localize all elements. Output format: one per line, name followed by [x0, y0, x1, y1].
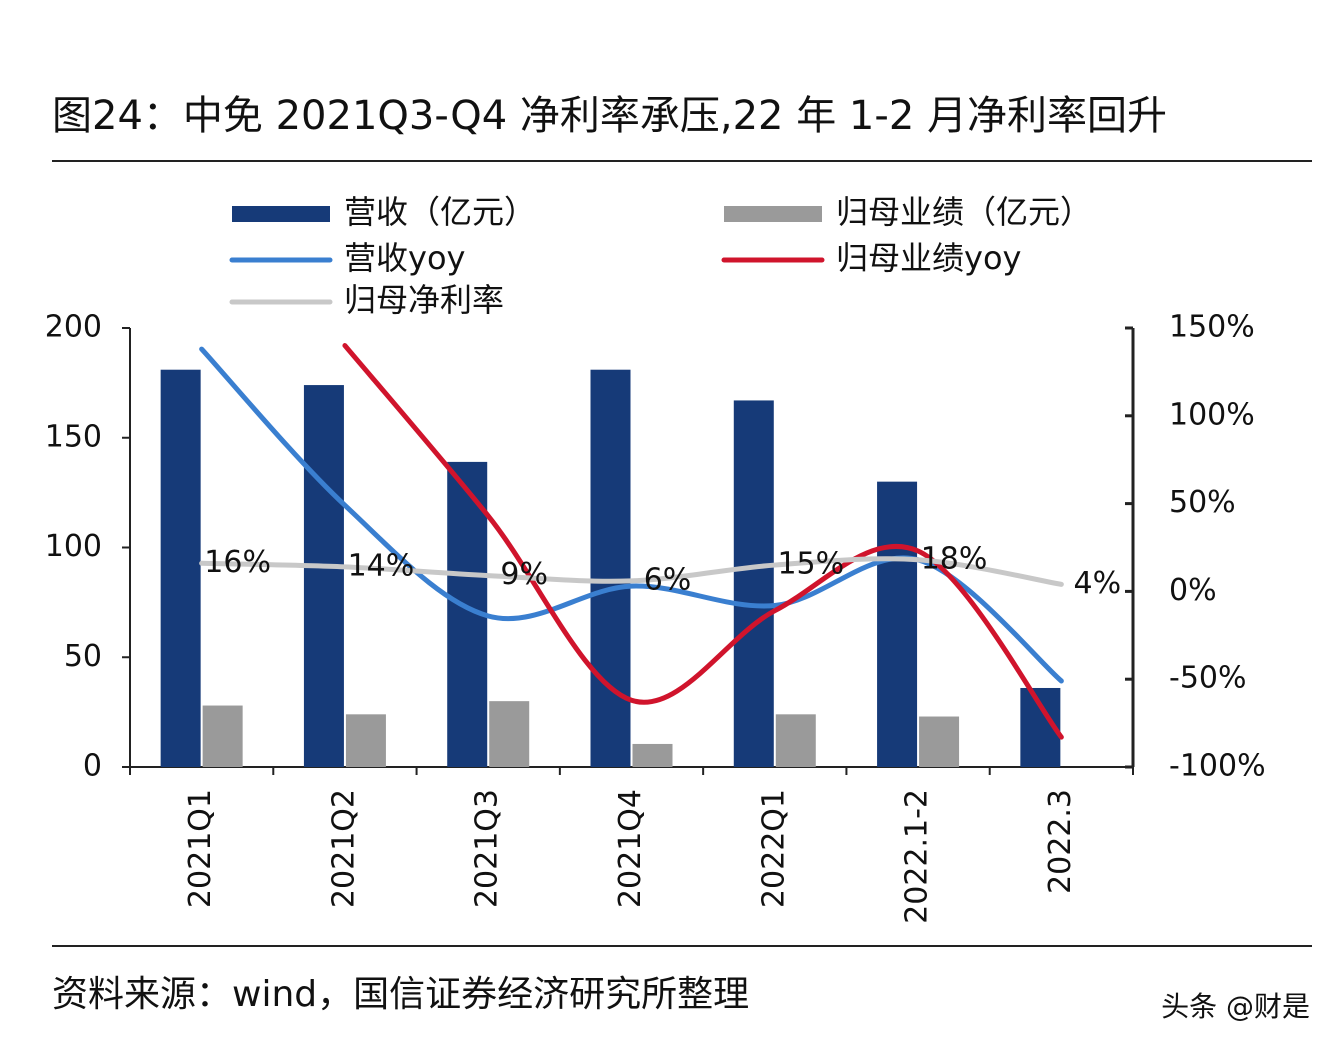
data-label: 18%	[921, 541, 988, 576]
x-tick-label: 2022.3	[1043, 789, 1078, 894]
data-label: 16%	[204, 545, 271, 580]
x-tick-label: 2021Q3	[470, 789, 505, 908]
source: 资料来源：wind，国信证券经济研究所整理	[52, 974, 749, 1015]
line	[342, 343, 1064, 740]
x-tick-label: 2021Q1	[183, 789, 218, 908]
y-tick-label: 0	[83, 749, 102, 784]
chart-title: 图24：中免 2021Q3-Q4 净利率承压,22 年 1-2 月净利率回升	[52, 93, 1167, 139]
legend-label: 归母业绩（亿元）	[836, 193, 1092, 231]
bar	[632, 743, 673, 767]
y2-tick-label: 0%	[1169, 573, 1217, 608]
y-tick-label: 50	[64, 639, 102, 674]
data-label: 14%	[348, 548, 415, 583]
bar	[303, 385, 344, 767]
bar	[919, 716, 960, 767]
y2-tick-label: -100%	[1169, 749, 1266, 784]
x-tick-label: 2021Q2	[326, 789, 361, 908]
bar	[202, 705, 243, 767]
y2-tick-label: -50%	[1169, 661, 1247, 696]
y2-tick-label: 150%	[1169, 310, 1255, 345]
legend-swatch	[232, 206, 330, 222]
bar	[345, 714, 386, 767]
y-tick-label: 150	[45, 419, 102, 454]
x-tick-label: 2022Q1	[756, 789, 791, 908]
bar	[489, 701, 530, 767]
legend-label: 营收yoy	[344, 239, 465, 277]
bar	[160, 369, 201, 767]
y-tick-label: 100	[45, 529, 102, 564]
y-tick-label: 200	[45, 310, 102, 345]
data-label: 9%	[500, 557, 548, 592]
watermark: 头条 @财是	[1161, 990, 1310, 1023]
data-label: 15%	[777, 547, 844, 582]
y2-tick-label: 50%	[1169, 485, 1236, 520]
legend-swatch	[724, 206, 822, 222]
line	[199, 556, 1064, 587]
data-label: 4%	[1074, 566, 1122, 601]
legend-label: 营收（亿元）	[344, 193, 536, 231]
data-label: 6%	[644, 562, 692, 597]
legend-label: 归母业绩yoy	[836, 239, 1021, 277]
bar	[733, 400, 774, 767]
legend-label: 归母净利率	[344, 281, 504, 319]
y2-tick-label: 100%	[1169, 397, 1255, 432]
bar	[590, 369, 631, 767]
bar	[775, 714, 816, 767]
x-tick-label: 2022.1-2	[900, 789, 935, 924]
x-tick-label: 2021Q4	[613, 789, 648, 908]
bar	[877, 481, 918, 767]
